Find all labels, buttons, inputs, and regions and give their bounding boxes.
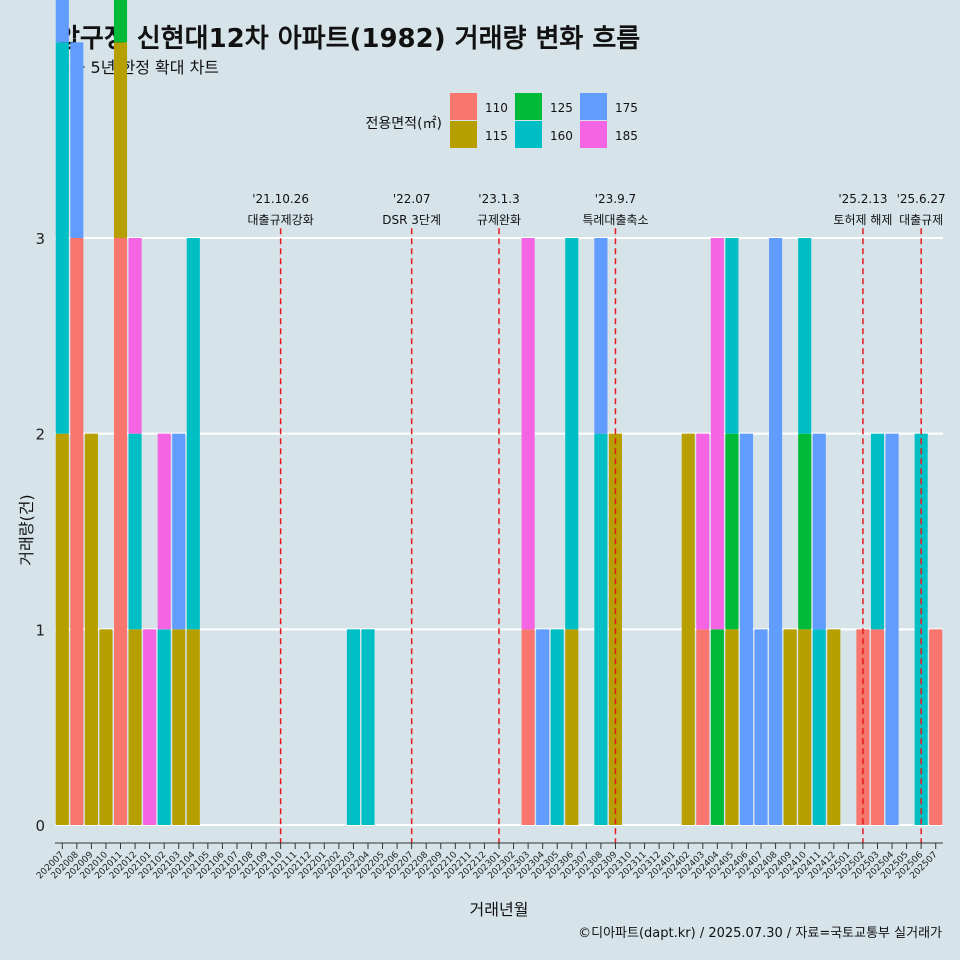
bar-segment	[812, 629, 826, 825]
bar-segment	[710, 238, 724, 630]
legend-swatch	[450, 93, 477, 120]
legend-label: 125	[550, 101, 573, 115]
bar-segment	[725, 238, 739, 434]
chart-title: 압구정 신현대12차 아파트(1982) 거래량 변화 흐름	[56, 24, 641, 54]
bar-segment	[798, 238, 812, 434]
bar-segment	[84, 433, 98, 825]
bar-segment	[696, 433, 710, 630]
event-label: 대출규제강화	[248, 213, 314, 227]
bar-segment	[812, 433, 826, 630]
bar-segment	[798, 629, 812, 825]
bar-segment	[536, 629, 550, 825]
bar-segment	[186, 629, 200, 825]
bar-segment	[143, 629, 157, 825]
legend-swatch	[450, 121, 477, 148]
bar-segment	[70, 238, 84, 825]
y-axis-title: 거래량(건)	[17, 494, 36, 565]
bar-segment	[565, 238, 579, 630]
bar-segment	[754, 629, 768, 825]
bar-segment	[550, 629, 564, 825]
bar-segment	[856, 629, 870, 825]
event-date: '22.07	[393, 192, 431, 206]
x-axis-title: 거래년월	[470, 900, 529, 919]
event-label: 토허제 해제	[833, 213, 892, 227]
legend-label: 115	[485, 129, 508, 143]
bar-segment	[55, 42, 69, 434]
bar-segment	[113, 42, 128, 239]
bar-segment	[870, 433, 885, 630]
bar-segment	[594, 238, 608, 434]
bar-segment	[783, 629, 797, 825]
legend-swatch	[580, 93, 607, 120]
legend-label: 175	[615, 101, 638, 115]
event-date: '21.10.26	[252, 192, 309, 206]
bar-segment	[870, 629, 885, 825]
bar-segment	[128, 238, 142, 434]
bar-segment	[681, 433, 695, 825]
bar-segment	[725, 433, 739, 630]
event-label: 대출규제	[899, 213, 943, 227]
y-tick-label: 2	[35, 426, 45, 444]
bar-segment	[885, 433, 899, 825]
bar-segment	[696, 629, 710, 825]
y-tick-label: 1	[35, 621, 45, 639]
legend-swatch	[515, 121, 542, 148]
event-label: DSR 3단계	[382, 213, 441, 227]
bar-segment	[710, 629, 724, 825]
bar-segment	[565, 629, 579, 825]
bar-segment	[346, 629, 360, 825]
bar-segment	[157, 629, 171, 825]
event-date: '25.6.27	[897, 192, 946, 206]
bar-segment	[128, 629, 142, 825]
bar-segment	[55, 433, 69, 825]
source-caption: ©디아파트(dapt.kr) / 2025.07.30 / 자료=국토교통부 실…	[578, 926, 942, 941]
bar-segment	[827, 629, 841, 825]
bar-segment	[725, 629, 739, 825]
event-label: 규제완화	[477, 213, 521, 227]
legend-title: 전용면적(㎡)	[366, 116, 442, 132]
bar-segment	[172, 629, 186, 825]
bar-segment	[113, 0, 128, 43]
bar-segment	[113, 238, 128, 825]
bar-segment	[361, 629, 375, 825]
bar-segment	[521, 238, 535, 630]
event-date: '23.1.3	[478, 192, 519, 206]
y-tick-label: 0	[35, 817, 45, 835]
bar-segment	[128, 433, 142, 630]
bar-segment	[521, 629, 535, 825]
bar-segment	[172, 433, 186, 630]
y-tick-label: 3	[35, 230, 45, 248]
legend-label: 110	[485, 101, 508, 115]
legend-swatch	[515, 93, 542, 120]
legend-label: 160	[550, 129, 573, 143]
chart-subtitle: 최근 5년 한정 확대 차트	[56, 58, 220, 77]
bar-segment	[769, 238, 783, 825]
bar-segment	[157, 433, 171, 630]
bar-segment	[739, 433, 754, 825]
bar-segment	[99, 629, 113, 825]
bar-segment	[55, 0, 69, 43]
event-date: '23.9.7	[595, 192, 636, 206]
bar-segment	[70, 42, 84, 239]
legend-swatch	[580, 121, 607, 148]
event-date: '25.2.13	[838, 192, 887, 206]
bar-segment	[186, 238, 200, 630]
bar-segment	[594, 433, 608, 825]
event-label: 특례대출축소	[582, 213, 648, 227]
legend-label: 185	[615, 129, 638, 143]
bar-segment	[798, 433, 812, 630]
bar-segment	[929, 629, 943, 825]
